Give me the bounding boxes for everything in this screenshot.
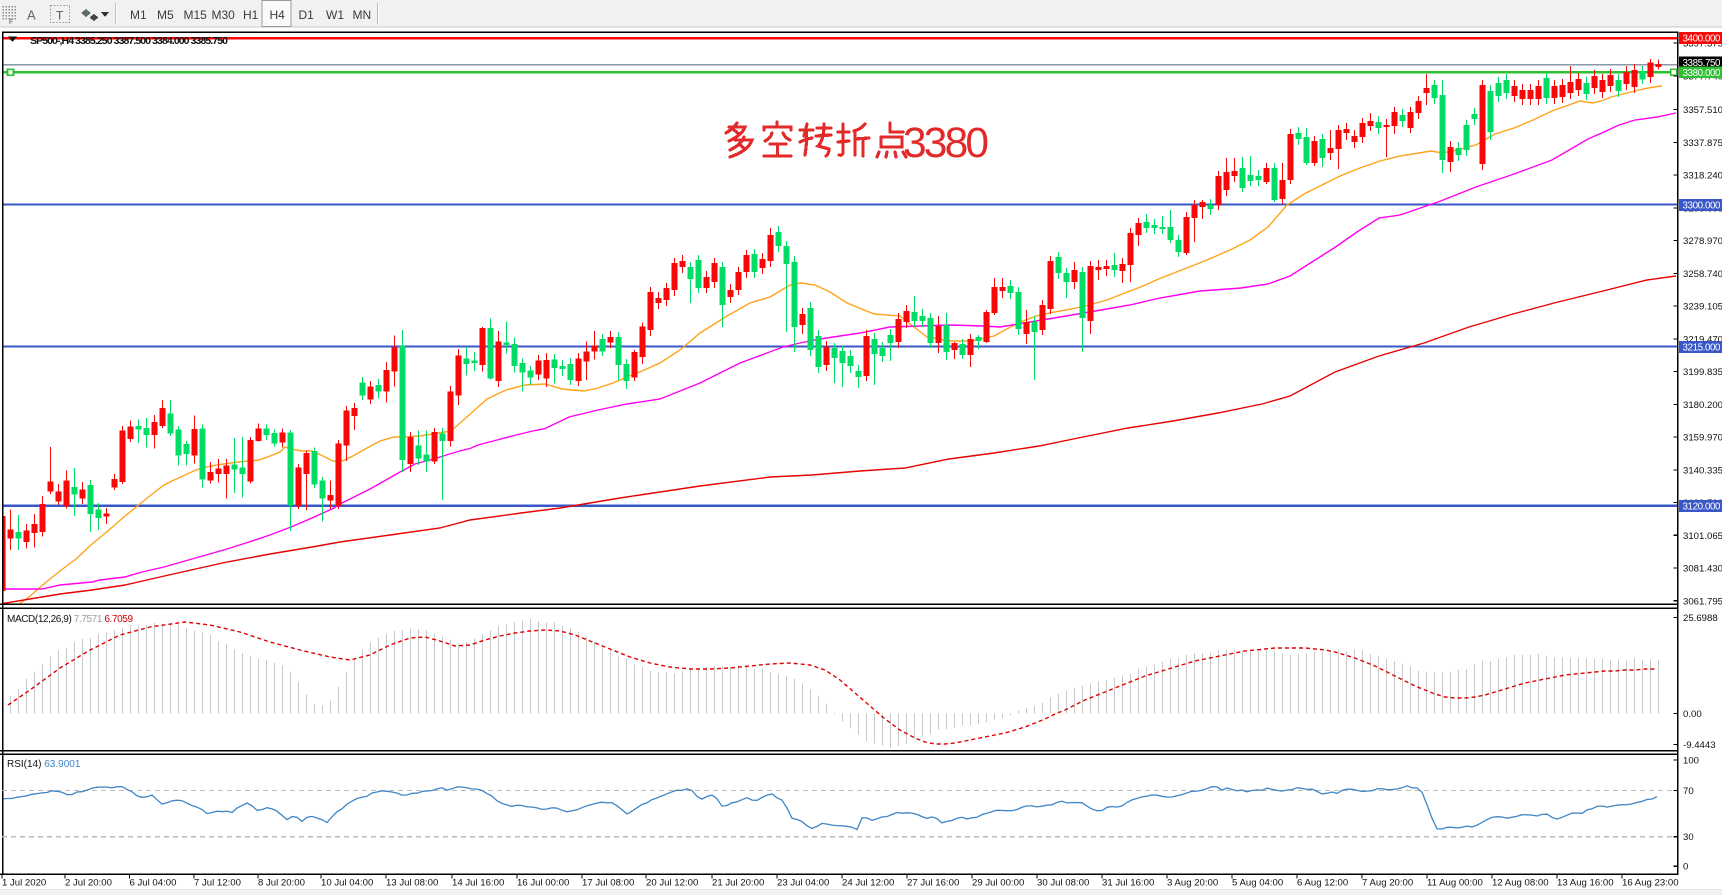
svg-text:W1: W1	[326, 8, 344, 22]
svg-text:13 Aug 16:00: 13 Aug 16:00	[1557, 878, 1614, 889]
svg-text:3215.000: 3215.000	[1683, 343, 1722, 354]
svg-text:3239.105: 3239.105	[1683, 302, 1722, 313]
svg-text:5 Aug 04:00: 5 Aug 04:00	[1232, 878, 1283, 889]
svg-text:3180.200: 3180.200	[1683, 400, 1722, 411]
svg-text:100: 100	[1683, 756, 1699, 767]
svg-text:20 Jul 12:00: 20 Jul 12:00	[646, 878, 698, 889]
svg-text:31 Jul 16:00: 31 Jul 16:00	[1102, 878, 1154, 889]
svg-text:23 Jul 04:00: 23 Jul 04:00	[777, 878, 829, 889]
svg-text:27 Jul 16:00: 27 Jul 16:00	[907, 878, 959, 889]
svg-text:T: T	[56, 9, 64, 23]
svg-text:13 Jul 08:00: 13 Jul 08:00	[386, 878, 438, 889]
svg-text:F: F	[9, 19, 13, 26]
svg-text:7 Aug 20:00: 7 Aug 20:00	[1362, 878, 1413, 889]
svg-text:A: A	[27, 8, 36, 23]
svg-text:3081.430: 3081.430	[1683, 564, 1722, 575]
svg-text:11 Aug 00:00: 11 Aug 00:00	[1427, 878, 1483, 889]
svg-text:1 Jul 2020: 1 Jul 2020	[2, 878, 46, 889]
svg-text:3300.000: 3300.000	[1683, 201, 1722, 212]
svg-text:3159.970: 3159.970	[1683, 433, 1722, 444]
svg-text:3120.000: 3120.000	[1683, 502, 1722, 513]
svg-text:3385.750: 3385.750	[1683, 58, 1722, 69]
svg-text:2 Jul 20:00: 2 Jul 20:00	[65, 878, 112, 889]
svg-text:H1: H1	[243, 8, 259, 22]
svg-text:3380.000: 3380.000	[1683, 68, 1722, 79]
svg-text:3061.795: 3061.795	[1683, 596, 1722, 607]
svg-text:3318.240: 3318.240	[1683, 171, 1722, 182]
svg-text:H4: H4	[270, 8, 286, 22]
svg-text:0: 0	[1683, 862, 1688, 873]
svg-text:16 Jul 00:00: 16 Jul 00:00	[517, 878, 569, 889]
svg-text:6 Aug 12:00: 6 Aug 12:00	[1297, 878, 1348, 889]
svg-text:3219.470: 3219.470	[1683, 334, 1722, 345]
svg-text:3400.000: 3400.000	[1683, 34, 1722, 45]
svg-text:-9.4443: -9.4443	[1683, 740, 1716, 751]
svg-text:0.00: 0.00	[1683, 709, 1702, 720]
svg-text:6 Jul 04:00: 6 Jul 04:00	[130, 878, 177, 889]
svg-text:3199.835: 3199.835	[1683, 367, 1722, 378]
svg-text:3357.510: 3357.510	[1683, 105, 1722, 116]
svg-text:M1: M1	[130, 8, 147, 22]
svg-text:MACD(12,26,9) 7.7571 6.7059: MACD(12,26,9) 7.7571 6.7059	[7, 614, 133, 625]
svg-text:M30: M30	[212, 8, 236, 22]
svg-text:M15: M15	[184, 8, 208, 22]
svg-text:D1: D1	[299, 8, 315, 22]
svg-text:24 Jul 12:00: 24 Jul 12:00	[842, 878, 894, 889]
svg-text:3337.875: 3337.875	[1683, 138, 1722, 149]
svg-text:17 Jul 08:00: 17 Jul 08:00	[582, 878, 634, 889]
svg-text:70: 70	[1683, 786, 1694, 797]
svg-text:25.6988: 25.6988	[1683, 613, 1718, 624]
svg-text:3278.970: 3278.970	[1683, 236, 1722, 247]
svg-text:29 Jul 00:00: 29 Jul 00:00	[972, 878, 1024, 889]
svg-text:21 Jul 20:00: 21 Jul 20:00	[712, 878, 764, 889]
svg-text:3101.065: 3101.065	[1683, 531, 1722, 542]
svg-text:14 Jul 16:00: 14 Jul 16:00	[452, 878, 504, 889]
svg-text:12 Aug 08:00: 12 Aug 08:00	[1492, 878, 1549, 889]
svg-text:7 Jul 12:00: 7 Jul 12:00	[194, 878, 241, 889]
svg-text:30 Jul 08:00: 30 Jul 08:00	[1037, 878, 1089, 889]
svg-text:3380: 3380	[903, 120, 989, 167]
svg-text:M5: M5	[157, 8, 174, 22]
svg-text:SP500-,H4 3385.250 3387.500 3: SP500-,H4 3385.250 3387.500 3384.000 338…	[30, 35, 228, 47]
svg-text:3258.740: 3258.740	[1683, 269, 1722, 280]
svg-text:MN: MN	[353, 8, 372, 22]
svg-text:3140.335: 3140.335	[1683, 465, 1722, 476]
svg-text:3397.375: 3397.375	[1683, 39, 1722, 50]
svg-text:30: 30	[1683, 832, 1694, 843]
svg-text:16 Aug 23:00: 16 Aug 23:00	[1622, 878, 1679, 889]
svg-text:10 Jul 04:00: 10 Jul 04:00	[321, 878, 373, 889]
svg-text:RSI(14) 63.9001: RSI(14) 63.9001	[7, 759, 81, 770]
svg-text:8 Jul 20:00: 8 Jul 20:00	[258, 878, 305, 889]
svg-text:3 Aug 20:00: 3 Aug 20:00	[1167, 878, 1218, 889]
